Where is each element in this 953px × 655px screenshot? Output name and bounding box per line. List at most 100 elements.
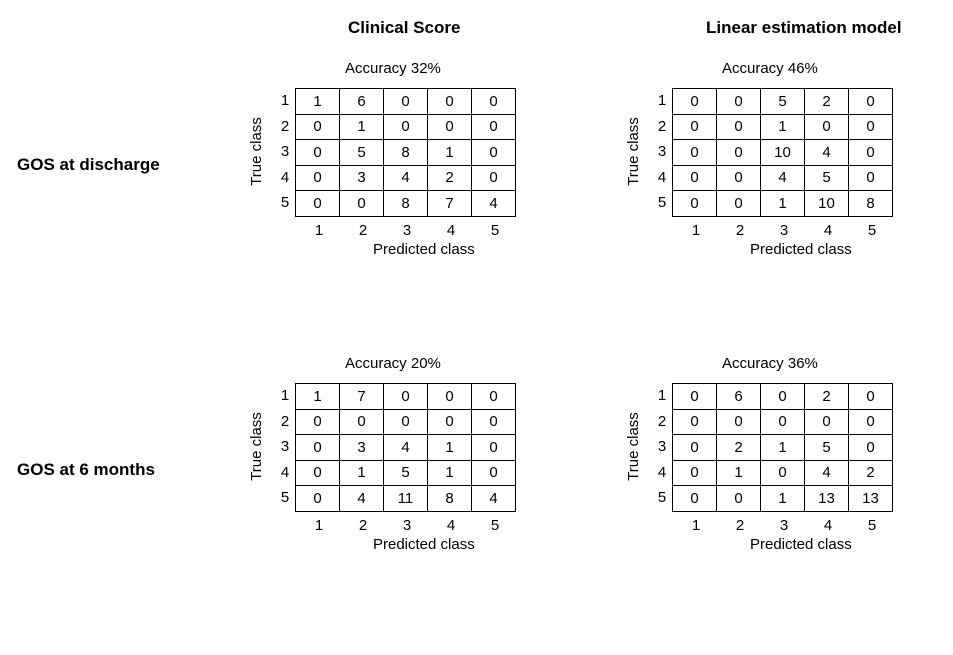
- matrix-cell: 3: [339, 434, 384, 461]
- matrix-cell: 5: [760, 88, 805, 115]
- matrix-cell: 0: [383, 383, 428, 410]
- matrix-cell: 0: [295, 459, 340, 486]
- x-tick-label: 5: [867, 516, 877, 534]
- y-tick-label: 3: [657, 143, 667, 160]
- matrix-cell: 0: [339, 408, 384, 435]
- matrix-cell: 0: [471, 383, 516, 410]
- matrix-cell: 0: [471, 113, 516, 140]
- matrix-cell: 0: [760, 459, 805, 486]
- x-tick-label: 3: [402, 221, 412, 239]
- confusion-matrix-4: Accuracy 36% 0 6 0 2 0 0 0 0 0 0 0 2 1 5 0 0 1 0 4 2 0 0 1 13 13 1…: [617, 355, 937, 655]
- matrix-cell: 8: [427, 485, 472, 512]
- matrix-cell: 0: [672, 190, 717, 217]
- matrix-cell: 1: [760, 485, 805, 512]
- matrix-cell: 2: [804, 383, 849, 410]
- y-tick-label: 1: [280, 92, 290, 109]
- matrix-grid: 1 7 0 0 0 0 0 0 0 0 0 3 4 1 0 0 1 5 1 0 0 4 11 8 4: [295, 383, 516, 512]
- matrix-cell: 0: [672, 459, 717, 486]
- matrix-row: 0 0 1 13 13: [672, 485, 893, 512]
- matrix-grid: 0 6 0 2 0 0 0 0 0 0 0 2 1 5 0 0 1 0 4 2 0 0 1 13 13: [672, 383, 893, 512]
- matrix-cell: 1: [427, 434, 472, 461]
- matrix-cell: 1: [716, 459, 761, 486]
- matrix-cell: 1: [339, 459, 384, 486]
- y-tick-label: 1: [280, 387, 290, 404]
- x-tick-label: 1: [691, 221, 701, 239]
- y-tick-label: 4: [657, 463, 667, 481]
- matrix-cell: 13: [848, 485, 893, 512]
- y-tick-label: 3: [280, 438, 290, 455]
- matrix-cell: 0: [848, 113, 893, 140]
- accuracy-title: Accuracy 36%: [722, 355, 818, 372]
- matrix-cell: 6: [339, 88, 384, 115]
- matrix-cell: 4: [339, 485, 384, 512]
- matrix-cell: 0: [672, 113, 717, 140]
- matrix-cell: 0: [848, 408, 893, 435]
- matrix-cell: 11: [383, 485, 428, 512]
- matrix-cell: 4: [383, 434, 428, 461]
- matrix-cell: 0: [672, 139, 717, 166]
- y-axis-label: True class: [624, 117, 642, 186]
- y-axis-label: True class: [247, 117, 265, 186]
- matrix-cell: 10: [760, 139, 805, 166]
- matrix-cell: 0: [427, 408, 472, 435]
- matrix-cell: 0: [672, 383, 717, 410]
- y-tick-label: 5: [657, 489, 667, 506]
- matrix-cell: 4: [804, 139, 849, 166]
- x-tick-label: 2: [358, 516, 368, 534]
- matrix-cell: 3: [339, 164, 384, 191]
- y-tick-label: 4: [280, 463, 290, 481]
- matrix-cell: 0: [760, 383, 805, 410]
- x-tick-label: 1: [314, 516, 324, 534]
- x-tick-label: 5: [490, 516, 500, 534]
- matrix-cell: 0: [672, 164, 717, 191]
- x-tick-label: 5: [490, 221, 500, 239]
- matrix-cell: 0: [295, 485, 340, 512]
- matrix-cell: 0: [339, 190, 384, 217]
- matrix-cell: 8: [848, 190, 893, 217]
- matrix-grid: 0 0 5 2 0 0 0 1 0 0 0 0 10 4 0 0 0 4 5 0 0 0 1 10 8: [672, 88, 893, 217]
- row-title-discharge: GOS at discharge: [17, 155, 160, 174]
- matrix-cell: 1: [427, 139, 472, 166]
- matrix-cell: 0: [672, 434, 717, 461]
- x-tick-label: 2: [735, 516, 745, 534]
- y-tick-label: 2: [280, 412, 290, 430]
- x-tick-label: 1: [314, 221, 324, 239]
- matrix-cell: 1: [427, 459, 472, 486]
- matrix-cell: 0: [672, 88, 717, 115]
- x-axis-label: Predicted class: [373, 240, 475, 258]
- matrix-cell: 2: [427, 164, 472, 191]
- matrix-cell: 0: [716, 408, 761, 435]
- matrix-cell: 0: [716, 485, 761, 512]
- y-tick-label: 5: [280, 489, 290, 506]
- accuracy-title: Accuracy 32%: [345, 60, 441, 77]
- matrix-cell: 7: [427, 190, 472, 217]
- matrix-cell: 1: [760, 190, 805, 217]
- y-tick-label: 4: [280, 168, 290, 186]
- matrix-cell: 0: [716, 113, 761, 140]
- matrix-cell: 0: [383, 88, 428, 115]
- x-tick-label: 1: [691, 516, 701, 534]
- matrix-cell: 1: [295, 88, 340, 115]
- matrix-cell: 0: [427, 88, 472, 115]
- matrix-cell: 8: [383, 139, 428, 166]
- matrix-row: 0 4 11 8 4: [295, 485, 516, 512]
- matrix-cell: 0: [471, 139, 516, 166]
- confusion-matrix-1: Accuracy 32% 1 6 0 0 0 0 1 0 0 0 0 5 8 1 0 0 3 4 2 0 0 0 8 7 4 1 2 3…: [240, 60, 560, 360]
- matrix-cell: 2: [848, 459, 893, 486]
- matrix-cell: 0: [471, 164, 516, 191]
- matrix-cell: 2: [716, 434, 761, 461]
- matrix-cell: 0: [672, 408, 717, 435]
- matrix-cell: 10: [804, 190, 849, 217]
- matrix-cell: 1: [760, 434, 805, 461]
- x-tick-label: 4: [823, 221, 833, 239]
- matrix-cell: 0: [295, 139, 340, 166]
- matrix-cell: 4: [471, 190, 516, 217]
